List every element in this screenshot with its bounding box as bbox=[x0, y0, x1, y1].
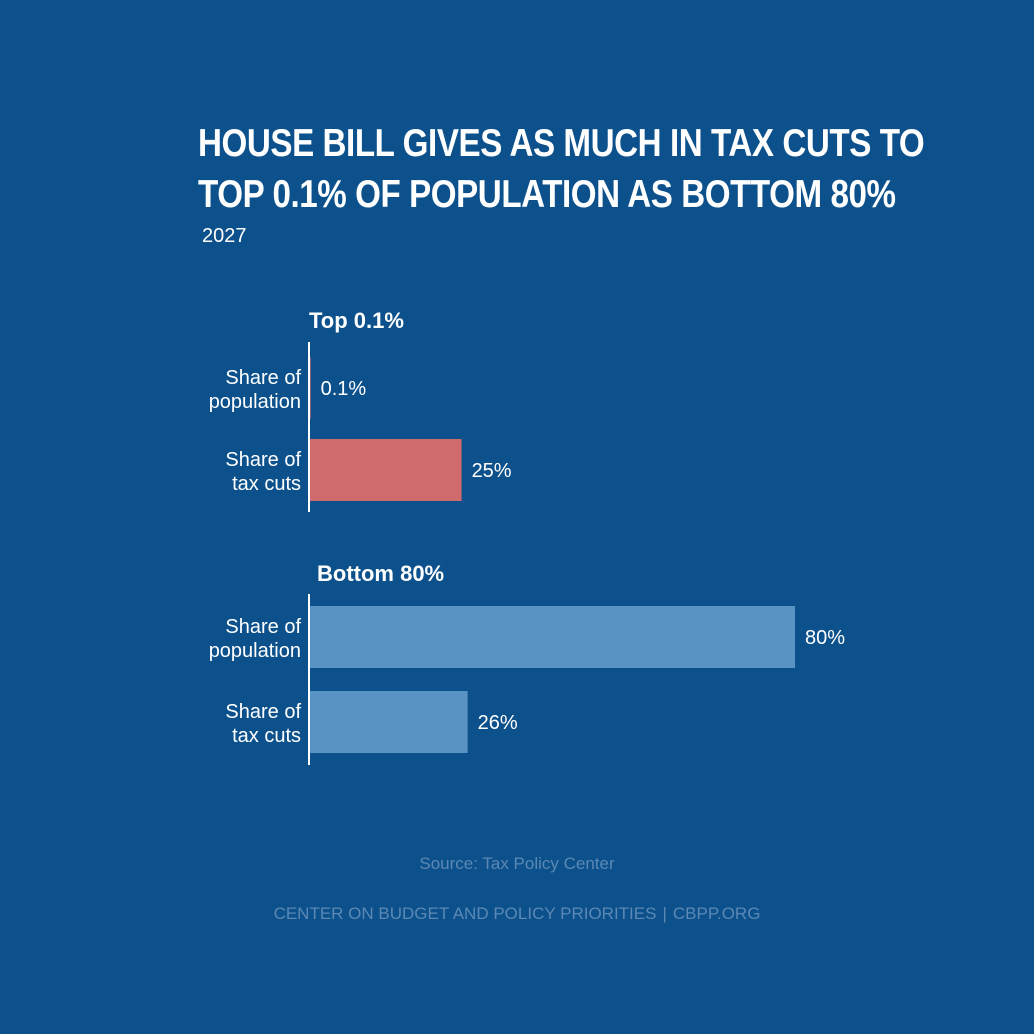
bar-label-line1-0-1: Share of bbox=[225, 449, 301, 471]
chart-title: House Bill Gives As Much in Tax Cuts to … bbox=[198, 118, 925, 220]
chart-title-line-2: Top 0.1% of Population As Bottom 80% bbox=[198, 173, 896, 216]
chart-subtitle-year: 2027 bbox=[202, 225, 247, 247]
bar-0-0 bbox=[310, 357, 311, 419]
footer-org: CENTER ON BUDGET AND POLICY PRIORITIES bbox=[273, 904, 657, 923]
data-label-1-1: 26% bbox=[478, 712, 518, 734]
source-note: Source: Tax Policy Center bbox=[419, 854, 615, 873]
chart-title-line-1: House Bill Gives As Much in Tax Cuts to bbox=[198, 122, 925, 165]
bar-label-line2-0-0: population bbox=[209, 391, 301, 413]
footer-separator: | bbox=[662, 904, 667, 923]
group-header-1: Bottom 80% bbox=[317, 561, 444, 586]
bar-label-line2-1-0: population bbox=[209, 640, 301, 662]
data-label-0-1: 25% bbox=[472, 460, 512, 482]
footer-credit: CENTER ON BUDGET AND POLICY PRIORITIES | C… bbox=[0, 904, 1034, 924]
group-header-0: Top 0.1% bbox=[309, 308, 404, 333]
bar-0-1 bbox=[310, 439, 462, 501]
bar-label-line1-1-1: Share of bbox=[225, 701, 301, 723]
data-label-1-0: 80% bbox=[805, 627, 845, 649]
bar-1-0 bbox=[310, 606, 795, 668]
bar-1-1 bbox=[310, 691, 468, 753]
bar-label-line2-1-1: tax cuts bbox=[232, 725, 301, 747]
bar-label-line1-1-0: Share of bbox=[225, 616, 301, 638]
bar-label-line1-0-0: Share of bbox=[225, 367, 301, 389]
footer-site-link[interactable]: CBPP.ORG bbox=[672, 904, 761, 923]
bar-label-line2-0-1: tax cuts bbox=[232, 473, 301, 495]
data-label-0-0: 0.1% bbox=[321, 378, 367, 400]
